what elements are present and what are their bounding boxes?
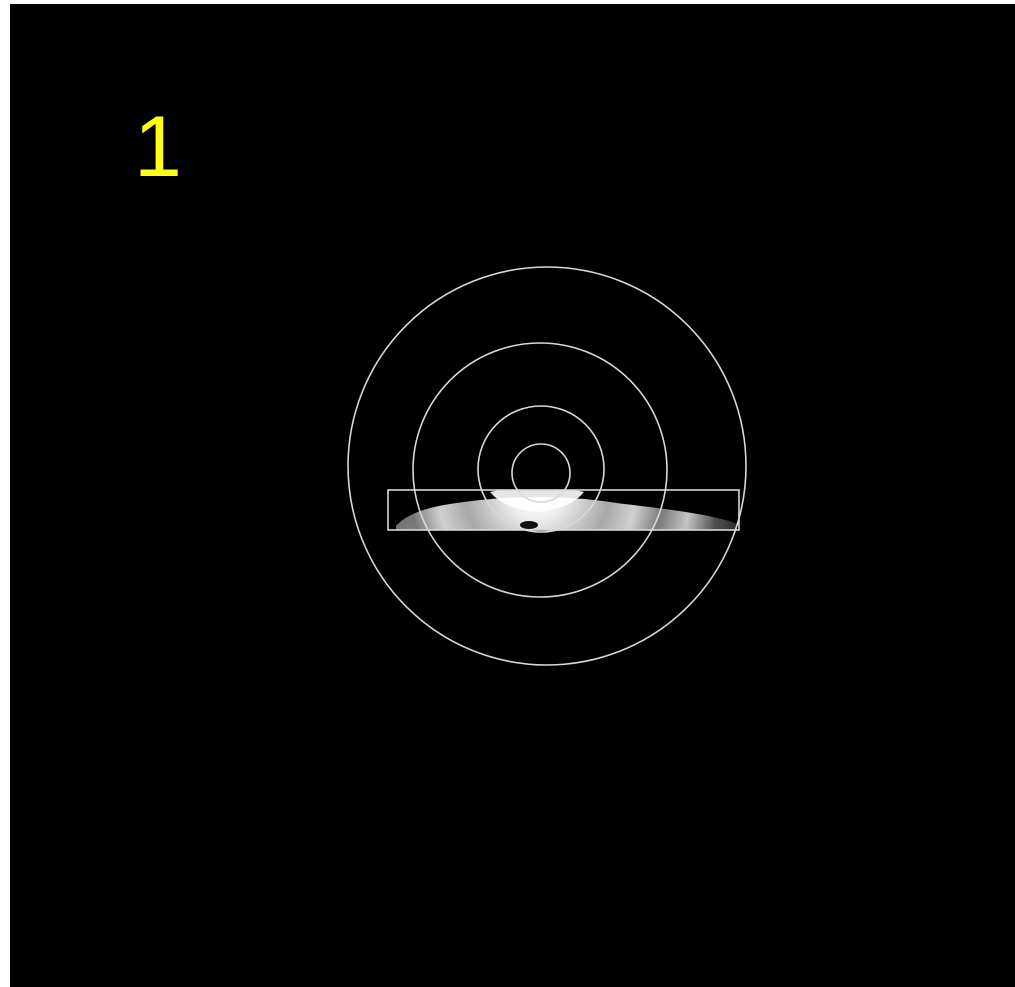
- image-viewport: 1: [10, 4, 1015, 987]
- ring-inner: [477, 405, 605, 533]
- strip-frame: [387, 489, 740, 531]
- ring-outer: [347, 266, 747, 666]
- ring-center: [511, 443, 571, 503]
- target-overlay: [347, 266, 747, 666]
- frame-number-label: 1: [134, 99, 182, 195]
- ring-middle: [412, 342, 668, 598]
- reflection-strip-image: [388, 490, 739, 530]
